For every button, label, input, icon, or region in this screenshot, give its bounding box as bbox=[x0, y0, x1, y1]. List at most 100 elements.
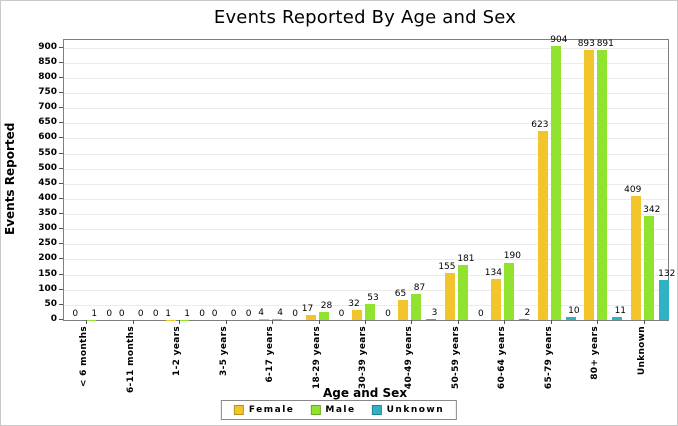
gridline bbox=[64, 183, 668, 185]
gridline bbox=[64, 244, 668, 246]
y-tick-mark bbox=[59, 167, 63, 169]
bar-male-18-29-years bbox=[318, 311, 329, 320]
y-tick-label: 550 bbox=[38, 147, 57, 158]
x-tick-label: 65-79 years bbox=[543, 326, 554, 390]
bar-value-label: 342 bbox=[643, 205, 661, 216]
bar-value-label: 1 bbox=[184, 308, 191, 319]
bar-male-50-59-years bbox=[457, 265, 468, 320]
y-tick-label: 50 bbox=[44, 298, 57, 309]
y-tick-label: 850 bbox=[38, 56, 57, 67]
y-tick-label: 750 bbox=[38, 86, 57, 97]
y-tick-label: 200 bbox=[38, 253, 57, 264]
gridline bbox=[64, 138, 668, 140]
bar-value-label: 3 bbox=[431, 308, 438, 319]
bar-value-label: 53 bbox=[367, 292, 379, 303]
gridline bbox=[64, 198, 668, 200]
y-tick-mark bbox=[59, 152, 63, 154]
y-tick-mark bbox=[59, 122, 63, 124]
bar-value-label: 893 bbox=[577, 38, 595, 49]
x-tick-label: 40-49 years bbox=[404, 326, 415, 390]
y-tick-label: 600 bbox=[38, 132, 57, 143]
legend-swatch-icon bbox=[371, 405, 382, 415]
gridline bbox=[64, 108, 668, 110]
gridline bbox=[64, 77, 668, 79]
legend-label: Female bbox=[248, 405, 295, 415]
chart-title: Events Reported By Age and Sex bbox=[213, 7, 517, 28]
bar-male-80-years bbox=[597, 50, 608, 320]
y-tick-mark bbox=[59, 258, 63, 260]
bar-unknown-80-years bbox=[612, 316, 623, 320]
bar-female-6-17-years bbox=[259, 318, 270, 320]
x-tick-mark bbox=[457, 320, 459, 324]
gridline bbox=[64, 259, 668, 261]
bar-female-60-64-years bbox=[491, 279, 502, 320]
y-tick-mark bbox=[59, 197, 63, 199]
bar-value-label: 155 bbox=[438, 262, 456, 273]
bar-value-label: 190 bbox=[503, 251, 521, 262]
legend-swatch-icon bbox=[310, 405, 321, 415]
legend-label: Male bbox=[325, 405, 356, 415]
y-tick-label: 250 bbox=[38, 238, 57, 249]
y-tick-label: 400 bbox=[38, 192, 57, 203]
bar-value-label: 0 bbox=[137, 309, 144, 319]
x-tick-mark bbox=[597, 320, 599, 324]
bar-value-label: 10 bbox=[568, 305, 580, 316]
bar-female-50-59-years bbox=[444, 273, 455, 320]
bar-value-label: 623 bbox=[531, 120, 549, 131]
bar-value-label: 904 bbox=[550, 35, 568, 46]
x-tick-mark bbox=[365, 320, 366, 324]
plot-area: 0 1 0 0 0 0 1 1 0 0 0 0 4 4 0 17 28 0 32 53 0 65 87 3 155 181 0 134… bbox=[63, 35, 675, 321]
x-tick-mark bbox=[550, 320, 552, 324]
x-tick-label: Unknown bbox=[636, 326, 647, 376]
x-axis-label: Age and Sex bbox=[322, 386, 408, 400]
y-tick-label: 450 bbox=[38, 177, 57, 188]
bar-value-label: 891 bbox=[596, 39, 614, 50]
bar-value-label: 4 bbox=[277, 307, 283, 318]
bar-value-label: 0 bbox=[385, 309, 391, 319]
y-tick-label: 800 bbox=[38, 71, 57, 82]
gridline bbox=[64, 92, 668, 94]
bar-male-40-49-years bbox=[411, 293, 422, 320]
bar-female-30-39-years bbox=[352, 310, 362, 320]
y-tick-mark bbox=[59, 319, 63, 320]
gridline bbox=[64, 62, 668, 64]
bar-unknown-40-49-years bbox=[426, 319, 437, 320]
gridline bbox=[64, 153, 668, 155]
bar-male-60-64-years bbox=[504, 262, 515, 320]
y-tick-mark bbox=[59, 213, 63, 215]
bar-value-label: 28 bbox=[320, 300, 333, 311]
bar-value-label: 0 bbox=[245, 309, 252, 319]
x-tick-label: 3-5 years bbox=[218, 326, 229, 376]
x-tick-mark bbox=[411, 320, 413, 324]
y-tick-label: 700 bbox=[38, 102, 57, 113]
y-tick-mark bbox=[59, 107, 63, 109]
y-tick-mark bbox=[59, 76, 63, 78]
y-tick-label: 900 bbox=[38, 41, 57, 52]
x-tick-mark bbox=[132, 320, 134, 324]
legend-label: Unknown bbox=[386, 405, 445, 415]
bar-value-label: 0 bbox=[72, 309, 79, 319]
gridline bbox=[64, 289, 668, 291]
bar-value-label: 11 bbox=[614, 305, 627, 316]
bar-value-label: 0 bbox=[118, 309, 125, 319]
legend-swatch-icon bbox=[233, 405, 244, 415]
y-tick-label: 650 bbox=[38, 117, 57, 128]
x-tick-mark bbox=[86, 320, 88, 324]
bar-female-65-79-years bbox=[537, 131, 548, 320]
bar-male-6-17-years bbox=[272, 318, 283, 320]
bar-value-label: 65 bbox=[394, 289, 407, 300]
x-tick-label: 60-64 years bbox=[497, 326, 508, 390]
x-tick-mark bbox=[318, 320, 320, 324]
legend-item-female: Female bbox=[233, 405, 295, 415]
bar-female-80-years bbox=[584, 49, 595, 320]
bar-unknown-65-79-years bbox=[565, 316, 576, 320]
gridline bbox=[64, 229, 668, 231]
bar-value-label: 17 bbox=[301, 303, 314, 314]
bar-value-label: 32 bbox=[348, 299, 360, 310]
y-tick-mark bbox=[59, 273, 63, 275]
bar-male-30-39-years bbox=[365, 303, 375, 320]
bar-value-label: 2 bbox=[524, 308, 531, 319]
bar-male-65-79-years bbox=[550, 46, 561, 320]
x-tick-label: 6-11 months bbox=[125, 326, 136, 393]
y-tick-mark bbox=[59, 182, 63, 184]
